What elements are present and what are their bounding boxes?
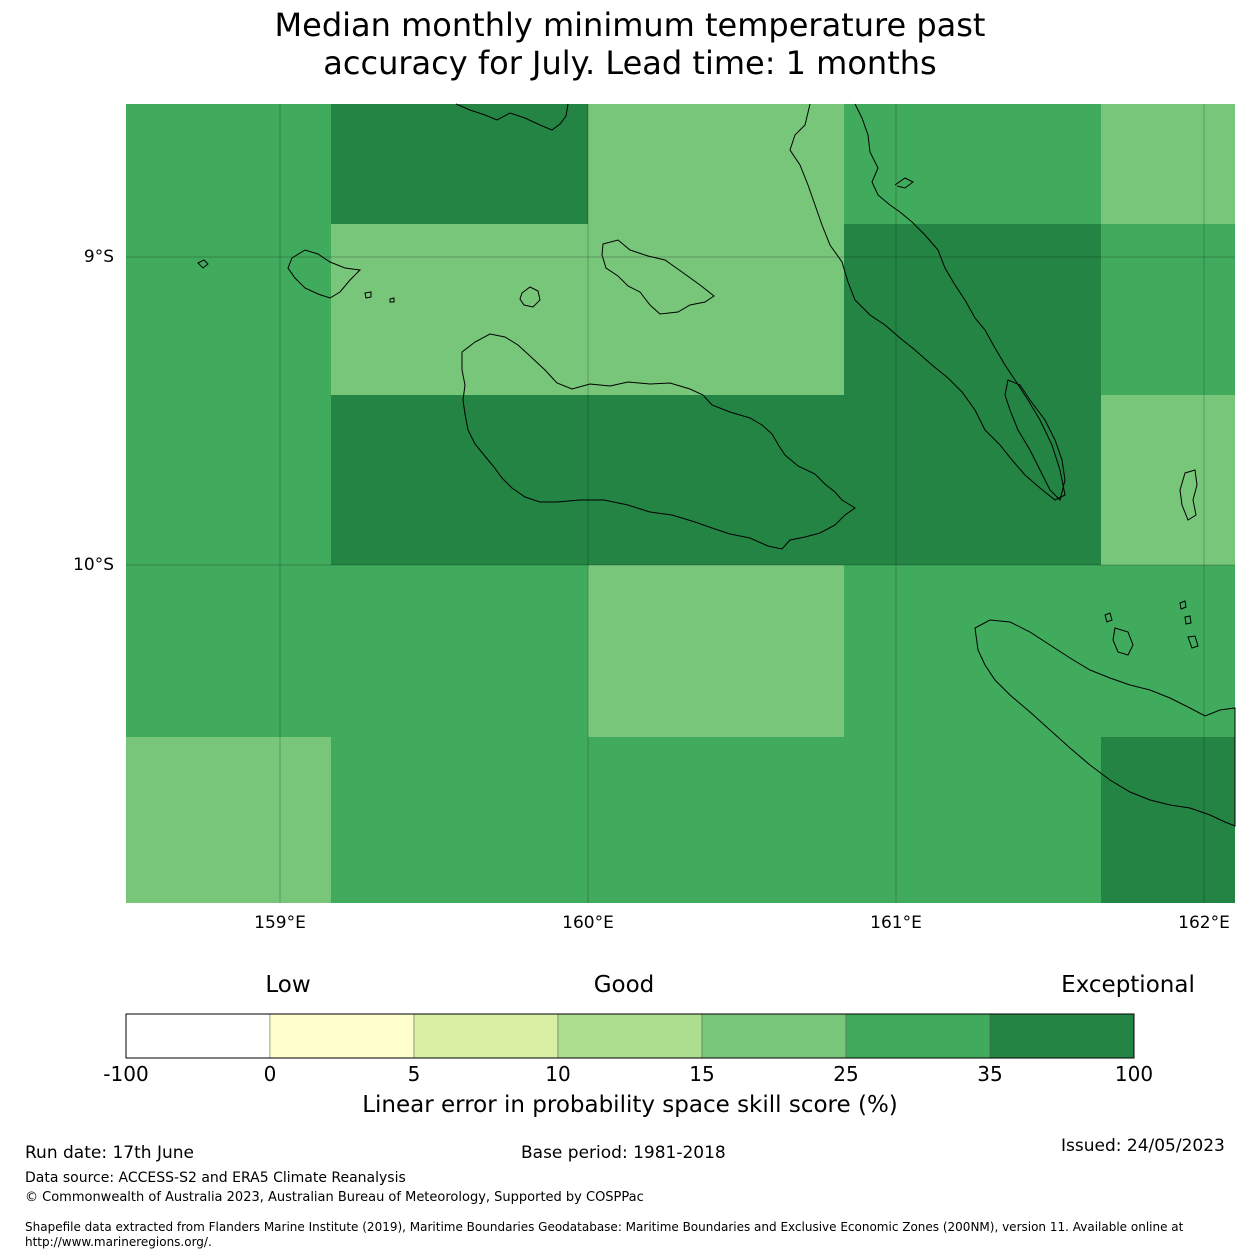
shapefile-note: Shapefile data extracted from Flanders M… xyxy=(25,1220,1184,1249)
colorbar-frame xyxy=(125,1013,1135,1059)
colorbar-tick: 5 xyxy=(407,1062,421,1086)
skill-cell xyxy=(331,565,588,903)
coastline-islet-6 xyxy=(389,297,395,303)
colorbar-swatch xyxy=(413,1013,559,1059)
skill-cell xyxy=(844,224,1101,395)
coastline-guadalcanal xyxy=(461,333,856,550)
title-line-1: Median monthly minimum temperature past xyxy=(274,6,986,44)
skill-cell xyxy=(126,104,331,737)
lon-label-159e: 159°E xyxy=(254,913,306,933)
colorbar-tick: 10 xyxy=(545,1062,571,1086)
colorbar-swatch xyxy=(845,1013,991,1059)
colorbar-tick: 35 xyxy=(977,1062,1003,1086)
coastline-islet-4 xyxy=(1184,615,1192,625)
legend-category-good: Good xyxy=(593,972,655,998)
skill-cell xyxy=(1101,224,1235,395)
legend-category-exceptional: Exceptional xyxy=(1061,972,1195,998)
coastline-ugi xyxy=(1112,627,1134,656)
colorbar-swatch xyxy=(557,1013,703,1059)
issued-date: Issued: 24/05/2023 xyxy=(1061,1136,1225,1156)
coastline-florida-north xyxy=(455,103,569,131)
skill-grid xyxy=(126,104,1235,903)
coastline-islet-1 xyxy=(1104,612,1113,623)
lat-label-9s: 9°S xyxy=(83,247,114,267)
lon-label-162e: 162°E xyxy=(1178,913,1230,933)
colorbar-swatch xyxy=(701,1013,847,1059)
coastline-malaita xyxy=(789,103,1066,501)
coastline-nggela xyxy=(601,239,715,315)
coastline-russell xyxy=(287,249,362,299)
data-source: Data source: ACCESS-S2 and ERA5 Climate … xyxy=(25,1170,406,1186)
skill-cell xyxy=(588,104,844,224)
skill-cell xyxy=(126,737,331,903)
graticule xyxy=(126,104,1235,903)
copyright: © Commonwealth of Australia 2023, Austra… xyxy=(25,1190,644,1205)
skill-cell xyxy=(588,737,844,903)
colorbar xyxy=(125,1013,1135,1059)
coastline-malaita-bay xyxy=(894,177,914,189)
coastlines xyxy=(197,103,1236,827)
skill-cell xyxy=(844,104,1101,224)
coastline-small-malaita xyxy=(1004,379,1066,501)
run-date: Run date: 17th June xyxy=(25,1143,194,1163)
lon-label-160e: 160°E xyxy=(562,913,614,933)
skill-cell xyxy=(1101,395,1235,565)
colorbar-swatch xyxy=(989,1013,1135,1059)
map-title: Median monthly minimum temperature past … xyxy=(0,6,1260,82)
coastline-islet-3 xyxy=(1187,635,1199,649)
coastline-savo xyxy=(519,286,541,308)
colorbar-tick: 100 xyxy=(1114,1062,1154,1086)
skill-cell xyxy=(331,104,588,224)
colorbar-tick: 0 xyxy=(263,1062,277,1086)
colorbar-tick: 15 xyxy=(689,1062,715,1086)
title-line-2: accuracy for July. Lead time: 1 months xyxy=(323,44,937,82)
skill-cell xyxy=(331,395,1101,565)
skill-cell xyxy=(844,565,1101,903)
colorbar-tick: -100 xyxy=(103,1062,149,1086)
colorbar-tick: 25 xyxy=(833,1062,859,1086)
coastline-islet-5 xyxy=(364,291,372,299)
coastline-makira xyxy=(974,619,1236,827)
skill-cell xyxy=(1101,104,1235,224)
skill-cell xyxy=(588,565,844,737)
colorbar-label: Linear error in probability space skill … xyxy=(362,1092,898,1118)
lat-label-10s: 10°S xyxy=(73,555,114,575)
skill-cell xyxy=(1101,737,1235,903)
coastline-islet-2 xyxy=(1179,600,1187,610)
skill-cell xyxy=(331,224,844,395)
coastline-small-islet-west xyxy=(197,259,209,269)
lon-label-161e: 161°E xyxy=(870,913,922,933)
colorbar-swatch xyxy=(125,1013,271,1059)
coastline-ulawa xyxy=(1179,469,1198,521)
colorbar-swatch xyxy=(269,1013,415,1059)
legend-category-low: Low xyxy=(265,972,311,998)
skill-cell xyxy=(1101,565,1235,737)
base-period: Base period: 1981-2018 xyxy=(521,1143,726,1163)
